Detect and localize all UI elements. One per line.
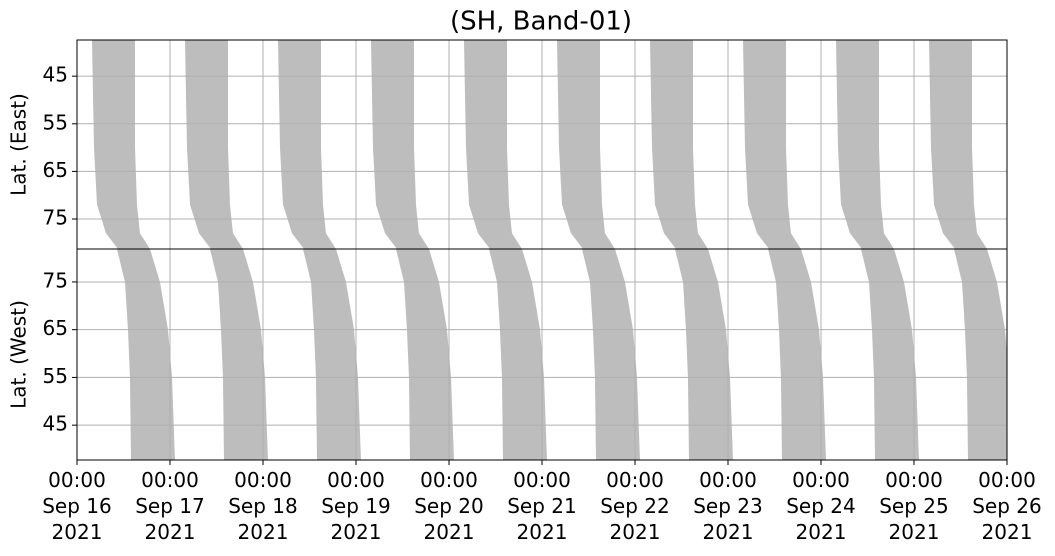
x-tick-label: 00:00 Sep 19 2021 — [321, 468, 391, 544]
coverage-swath — [302, 249, 361, 460]
x-tick-label: 00:00 Sep 25 2021 — [879, 468, 949, 544]
swath-layer — [116, 249, 1007, 460]
y-axis-label: Lat. (West) — [7, 300, 31, 409]
y-tick-label: 75 — [43, 206, 68, 230]
coverage-swath — [488, 249, 547, 460]
y-tick-label: 65 — [43, 158, 68, 182]
coverage-swath — [581, 249, 640, 460]
coverage-swath — [463, 40, 522, 249]
y-tick-label: 55 — [43, 110, 68, 134]
swath-layer — [91, 40, 987, 249]
x-tick-label: 00:00 Sep 17 2021 — [135, 468, 205, 544]
coverage-swath — [767, 249, 826, 460]
x-tick-label: 00:00 Sep 20 2021 — [414, 468, 484, 544]
y-tick-label: 65 — [43, 316, 68, 340]
coverage-swath — [184, 40, 243, 249]
x-tick-label: 00:00 Sep 18 2021 — [228, 468, 298, 544]
coverage-swath — [556, 40, 615, 249]
coverage-swath — [277, 40, 336, 249]
coverage-swath — [91, 40, 150, 249]
coverage-swath — [116, 249, 175, 460]
coverage-swath — [953, 249, 1007, 460]
y-tick-label: 45 — [43, 63, 68, 87]
coverage-swath — [928, 40, 987, 249]
y-axis-label: Lat. (East) — [7, 93, 31, 196]
chart-title: (SH, Band-01) — [450, 7, 632, 37]
x-tick-label: 00:00 Sep 16 2021 — [42, 468, 112, 544]
x-tick-label: 00:00 Sep 23 2021 — [693, 468, 763, 544]
coverage-swath — [370, 40, 429, 249]
x-tick-label: 00:00 Sep 21 2021 — [507, 468, 577, 544]
coverage-swath — [860, 249, 919, 460]
coverage-swath — [674, 249, 733, 460]
x-tick-label: 00:00 Sep 22 2021 — [600, 468, 670, 544]
x-tick-label: 00:00 Sep 24 2021 — [786, 468, 856, 544]
y-tick-label: 75 — [43, 268, 68, 292]
coverage-swath — [649, 40, 708, 249]
y-tick-label: 55 — [43, 364, 68, 388]
coverage-swath — [209, 249, 268, 460]
coverage-swath — [395, 249, 454, 460]
coverage-swath — [835, 40, 894, 249]
y-tick-label: 45 — [43, 412, 68, 436]
plot-area: 45 55 65 75 Lat. (East) 45 55 65 75 Lat. (West) 00… — [7, 39, 1042, 544]
coverage-swath — [742, 40, 801, 249]
x-tick-label: 00:00 Sep 26 2021 — [972, 468, 1042, 544]
